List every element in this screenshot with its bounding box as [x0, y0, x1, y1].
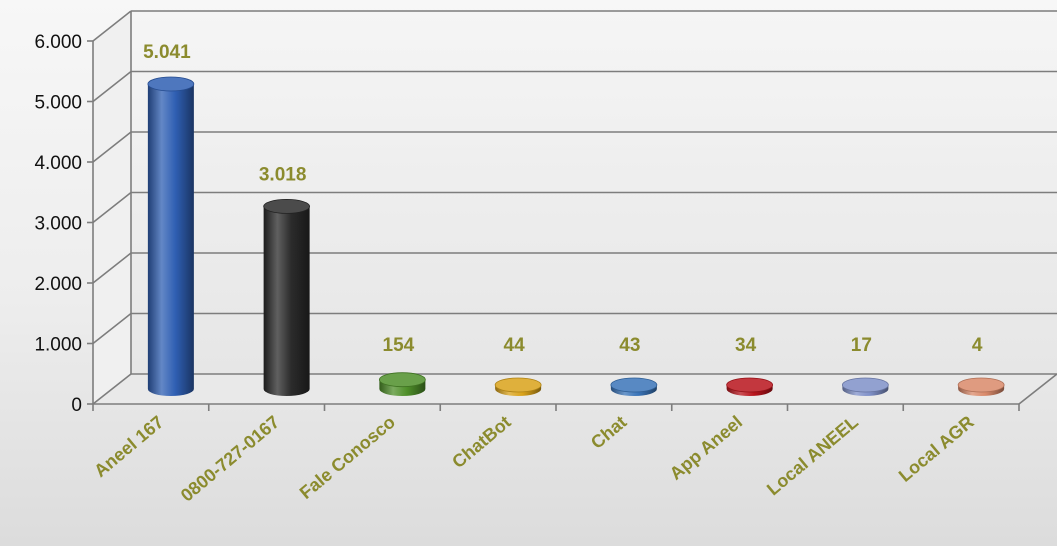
category-label: Aneel 167 — [90, 412, 167, 481]
bar — [263, 199, 311, 396]
y-tick-label: 4.000 — [34, 153, 82, 174]
data-label: 17 — [851, 335, 872, 356]
data-label: 34 — [735, 335, 757, 356]
gridline-depth — [92, 70, 132, 103]
data-label: 44 — [504, 335, 526, 356]
y-tick-label: 0 — [71, 395, 82, 416]
bar — [726, 377, 774, 396]
category-label: 0800-727-0167 — [177, 412, 283, 506]
axes — [87, 11, 1057, 411]
bar — [610, 377, 658, 396]
category-label: Chat — [587, 412, 631, 453]
bar-body — [263, 206, 310, 396]
chart-walls — [93, 11, 1057, 404]
gridline-depth — [92, 191, 132, 224]
bar-top — [263, 199, 311, 214]
category-label: App Aneel — [666, 412, 747, 484]
data-label: 5.041 — [143, 42, 191, 63]
bar — [147, 76, 195, 396]
bar-top — [610, 377, 658, 393]
category-label: Local AGR — [895, 412, 978, 486]
gridline-depth — [92, 131, 132, 163]
bar-top — [726, 377, 774, 393]
data-label: 4 — [972, 335, 983, 356]
y-tick-label: 6.000 — [34, 32, 82, 53]
category-label: Fale Conosco — [296, 412, 399, 503]
gridline-depth — [92, 10, 132, 42]
x-axis-depth-line — [1018, 373, 1057, 405]
gridline-depth — [92, 252, 132, 284]
bar-top — [147, 76, 195, 92]
bar-top — [378, 372, 426, 388]
y-tick-label: 3.000 — [34, 214, 82, 235]
bar — [378, 372, 426, 396]
bar-top — [841, 377, 889, 393]
gridline-depth — [92, 312, 132, 345]
bar — [494, 377, 542, 396]
bar-body — [147, 84, 194, 396]
chart-floor — [93, 374, 1057, 404]
category-label: Local ANEEL — [763, 412, 862, 500]
bar-top — [494, 377, 542, 393]
bar — [957, 377, 1005, 396]
gridlines — [92, 10, 1057, 405]
data-label: 154 — [383, 335, 415, 356]
gridline-depth — [92, 373, 132, 405]
bar-top — [957, 377, 1005, 393]
bar — [841, 377, 889, 396]
y-tick-label: 1.000 — [34, 335, 82, 356]
category-label: ChatBot — [448, 412, 514, 472]
y-tick-label: 2.000 — [34, 274, 82, 295]
y-tick-label: 5.000 — [34, 93, 82, 114]
data-label: 3.018 — [259, 164, 307, 185]
data-label: 43 — [619, 335, 640, 356]
bars — [147, 76, 1005, 396]
